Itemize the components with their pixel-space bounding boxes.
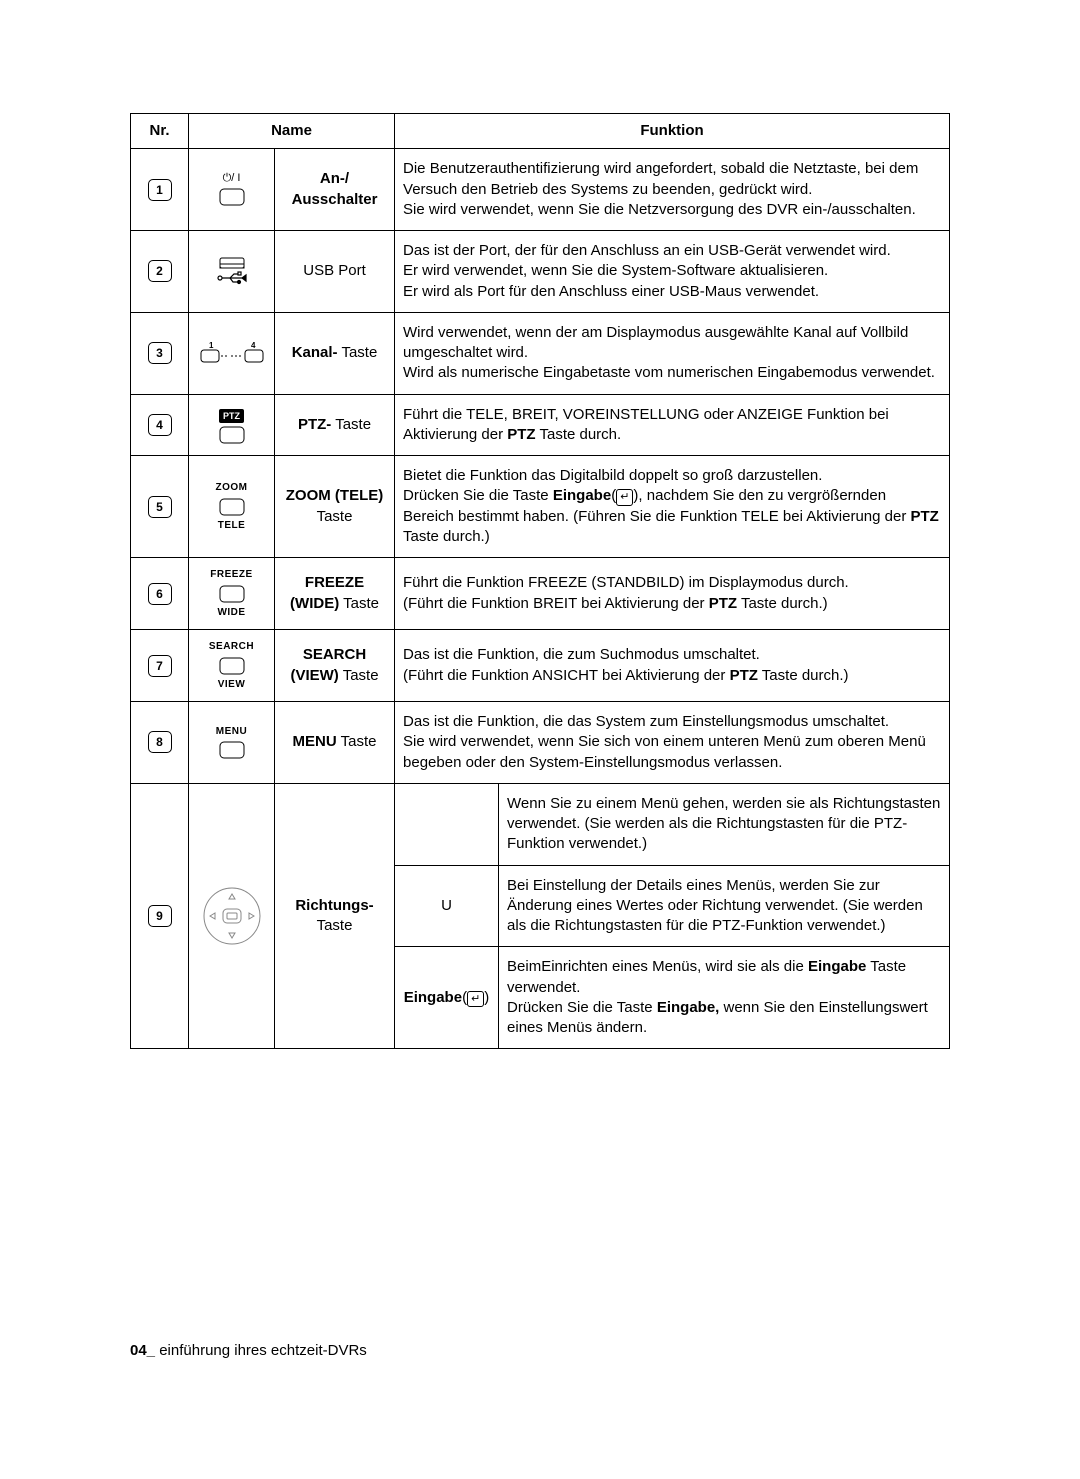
row-name: MENU Taste — [275, 702, 395, 784]
sub-label: Eingabe(↵) — [395, 947, 499, 1049]
table-row: 6 FREEZE WIDE FREEZE(WIDE) Taste Führt d… — [131, 558, 950, 630]
row-name: PTZ- Taste — [275, 394, 395, 456]
controls-table: Nr. Name Funktion 1 ⏻/ I An-/Ausschalter… — [130, 113, 950, 1049]
table-row: 3 1 4 Kanal- Taste Wird verwendet, wenn … — [131, 312, 950, 394]
freeze-key-icon: FREEZE WIDE — [189, 558, 275, 630]
table-row: 1 ⏻/ I An-/Ausschalter Die Benutzerauthe… — [131, 149, 950, 231]
search-key-icon: SEARCH VIEW — [189, 630, 275, 702]
table-row: 7 SEARCH VIEW SEARCH(VIEW) Taste Das ist… — [131, 630, 950, 702]
sub-func: BeimEinrichten eines Menüs, wird sie als… — [499, 947, 950, 1049]
footer-text: einführung ihres echtzeit-DVRs — [155, 1342, 367, 1359]
row-func: Führt die Funktion FREEZE (STANDBILD) im… — [395, 558, 950, 630]
table-header-row: Nr. Name Funktion — [131, 114, 950, 149]
table-row: 8 MENU MENU Taste Das ist die Funktion, … — [131, 702, 950, 784]
row-name: Kanal- Taste — [275, 312, 395, 394]
row-num: 1 — [148, 179, 172, 201]
row-num: 7 — [148, 655, 172, 677]
svg-text:1: 1 — [209, 341, 214, 350]
page-number: 04_ — [130, 1342, 155, 1359]
row-name: SEARCH(VIEW) Taste — [275, 630, 395, 702]
row-num: 5 — [148, 496, 172, 518]
table-row: 9 Richtungs-Taste Wenn Sie zu einem Menü… — [131, 783, 950, 865]
page-footer: 04_ einführung ihres echtzeit-DVRs — [130, 1342, 367, 1359]
ptz-key-icon: PTZ — [189, 394, 275, 456]
table-row: 2 USB Port Das ist der Port, der für den… — [131, 231, 950, 313]
row-func: Die Benutzerauthentifizierung wird angef… — [395, 149, 950, 231]
row-num: 9 — [148, 905, 172, 927]
power-icon: ⏻/ I — [189, 149, 275, 231]
row-name: ZOOM (TELE)Taste — [275, 456, 395, 558]
usb-icon — [189, 231, 275, 313]
sub-func: Wenn Sie zu einem Menü gehen, werden sie… — [499, 783, 950, 865]
svg-text:4: 4 — [251, 341, 256, 350]
row-func: Das ist die Funktion, die das System zum… — [395, 702, 950, 784]
row-func: Bietet die Funktion das Digitalbild dopp… — [395, 456, 950, 558]
sub-label: U — [395, 865, 499, 947]
row-num: 6 — [148, 583, 172, 605]
row-name: Richtungs-Taste — [275, 783, 395, 1049]
row-func: Führt die TELE, BREIT, VOREINSTELLUNG od… — [395, 394, 950, 456]
row-num: 4 — [148, 414, 172, 436]
header-name: Name — [189, 114, 395, 149]
row-num: 2 — [148, 260, 172, 282]
sub-func: Bei Einstellung der Details eines Menüs,… — [499, 865, 950, 947]
row-name: FREEZE(WIDE) Taste — [275, 558, 395, 630]
row-func: Das ist die Funktion, die zum Suchmodus … — [395, 630, 950, 702]
header-funktion: Funktion — [395, 114, 950, 149]
header-nr: Nr. — [131, 114, 189, 149]
row-func: Das ist der Port, der für den Anschluss … — [395, 231, 950, 313]
row-num: 3 — [148, 342, 172, 364]
table-row: 4 PTZ PTZ- Taste Führt die TELE, BREIT, … — [131, 394, 950, 456]
channel-keys-icon: 1 4 — [189, 312, 275, 394]
row-num: 8 — [148, 731, 172, 753]
zoom-key-icon: ZOOM TELE — [189, 456, 275, 558]
row-func: Wird verwendet, wenn der am Displaymodus… — [395, 312, 950, 394]
row-name: An-/Ausschalter — [275, 149, 395, 231]
sub-label — [395, 783, 499, 865]
direction-pad-icon — [189, 783, 275, 1049]
row-name: USB Port — [275, 231, 395, 313]
table-row: 5 ZOOM TELE ZOOM (TELE)Taste Bietet die … — [131, 456, 950, 558]
menu-key-icon: MENU — [189, 702, 275, 784]
